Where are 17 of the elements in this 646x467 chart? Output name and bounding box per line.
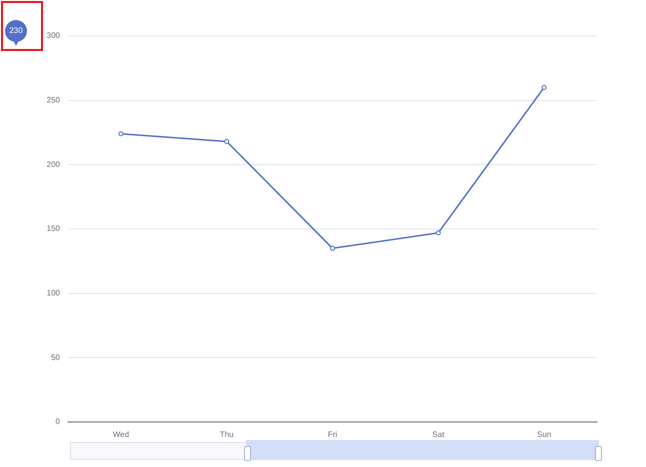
- y-tick-label: 250: [46, 96, 61, 105]
- point: [118, 131, 124, 136]
- y-tick-label: 100: [46, 288, 61, 298]
- point: [330, 246, 335, 251]
- point: [542, 84, 547, 90]
- x-tick-label: Wed: [112, 430, 130, 440]
- y-tick-label: 150: [46, 224, 61, 234]
- x-tick-label: Thu: [220, 430, 234, 440]
- x-tick-label: Sat: [432, 430, 446, 440]
- x-tick-label: Sun: [536, 430, 552, 440]
- y-tick-label: 0: [56, 417, 61, 426]
- y-tick-label: 200: [46, 160, 61, 169]
- y-tick-label: 50: [51, 352, 61, 362]
- point: [436, 230, 441, 236]
- point: [224, 139, 230, 144]
- x-tick-label: Fri: [328, 430, 338, 440]
- y-tick-label: 300: [46, 31, 61, 40]
